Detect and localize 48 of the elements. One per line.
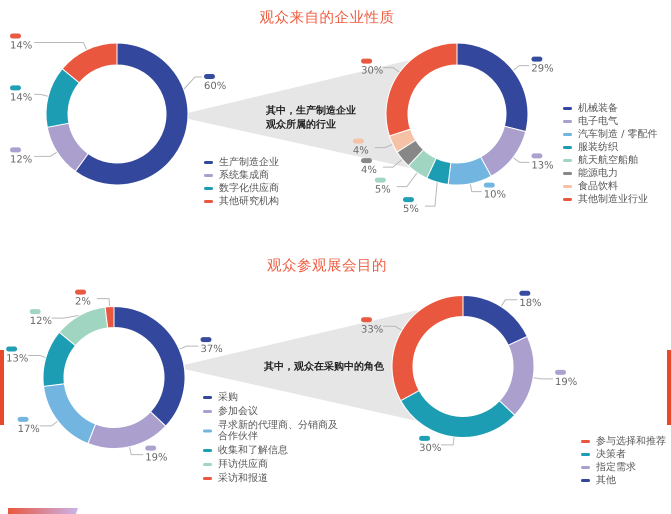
legend-label: 决策者 <box>596 448 626 460</box>
legend-label: 其他制造业行业 <box>578 193 648 205</box>
legend-label: 系统集成商 <box>219 169 269 181</box>
data-label: 14% <box>10 92 32 104</box>
data-label: 30% <box>361 66 384 77</box>
legend-label: 数字化供应商 <box>219 182 279 194</box>
legend-label: 能源电力 <box>578 167 618 179</box>
legend-label: 其他研究机构 <box>219 195 279 207</box>
legend-label: 收集和了解信息 <box>218 444 288 456</box>
legend-label: 机械装备 <box>578 102 618 114</box>
legend-label: 参加会议 <box>218 405 258 417</box>
chart-title: 观众参观展会目的 <box>267 257 387 274</box>
legend-label: 指定需求 <box>595 461 636 473</box>
legend-label: 参与选择和推荐 <box>596 435 666 447</box>
data-label: 17% <box>18 424 40 435</box>
legend-label: 其他 <box>596 474 616 486</box>
data-label: 13% <box>6 353 28 364</box>
legend-label: 服装纺织 <box>578 141 618 153</box>
legend-label: 航天航空船舶 <box>578 154 638 166</box>
data-label: 10% <box>484 190 506 201</box>
data-label: 29% <box>531 64 554 75</box>
data-label: 4% <box>360 165 377 176</box>
legend-label: 生产制造企业 <box>219 156 279 168</box>
text: 其中，生产制造企业观众所属的行业 <box>265 104 356 130</box>
legend-label: 电子电气 <box>578 115 618 127</box>
data-label: 2% <box>75 296 91 308</box>
legend-label: 寻求新的代理商、分销商及合作伙伴 <box>218 419 338 442</box>
data-label: 37% <box>200 344 223 356</box>
data-label: 13% <box>531 160 554 172</box>
data-label: 19% <box>555 376 578 388</box>
data-label: 12% <box>10 154 32 166</box>
data-label: 18% <box>519 298 542 309</box>
data-label: 5% <box>402 204 419 216</box>
data-label: 33% <box>361 324 384 336</box>
text: 观众来自的企业性质 <box>260 9 394 26</box>
data-label: 5% <box>374 184 391 196</box>
legend-label: 采购 <box>218 391 238 403</box>
legend-label: 食品饮料 <box>578 180 618 192</box>
data-label: 60% <box>204 81 226 92</box>
legend-label: 汽车制造 / 零配件 <box>578 128 658 140</box>
data-label: 30% <box>419 442 442 454</box>
data-label: 12% <box>30 316 52 328</box>
legend-label: 采访和报道 <box>218 472 268 484</box>
data-label: 14% <box>10 40 32 52</box>
data-label: 4% <box>352 146 369 157</box>
text: 其中，观众在采购中的角色 <box>263 360 385 372</box>
legend-label: 拜访供应商 <box>218 458 268 470</box>
data-label: 19% <box>145 452 168 464</box>
